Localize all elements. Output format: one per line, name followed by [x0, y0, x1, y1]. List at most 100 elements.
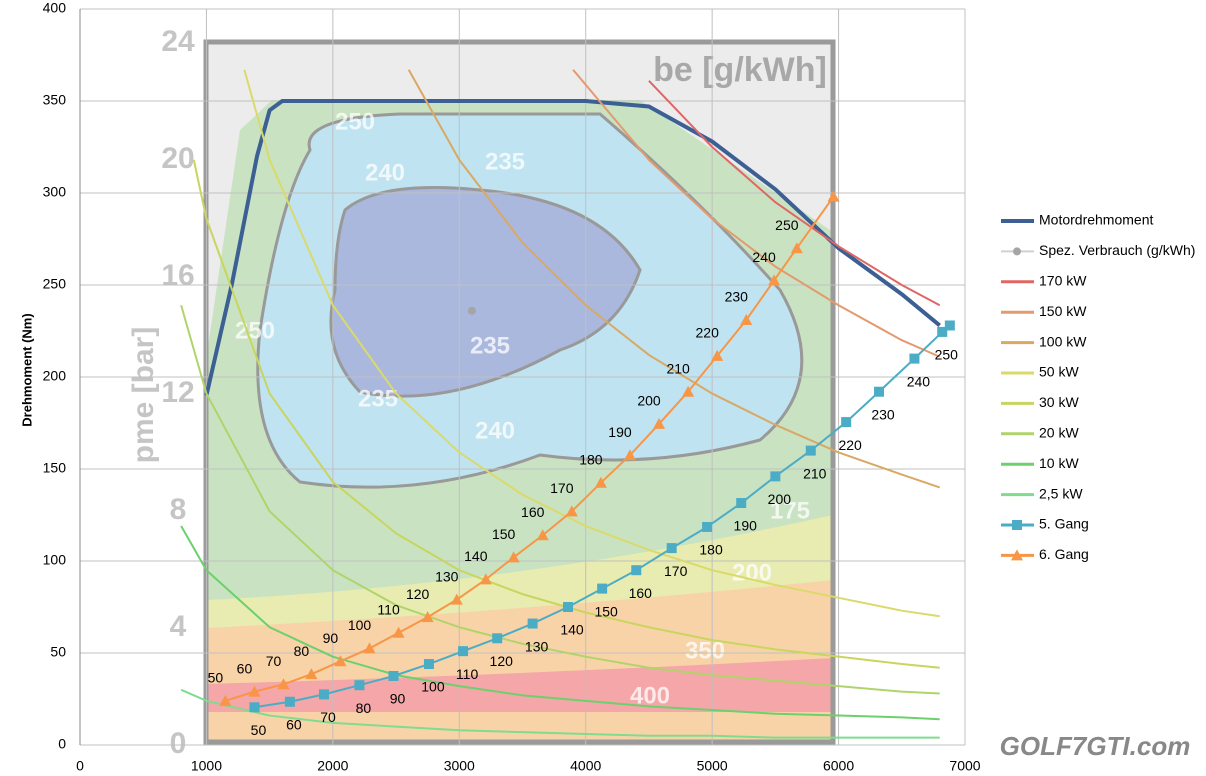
pme-tick-label: 4 [170, 610, 187, 643]
marker [284, 696, 295, 707]
marker [682, 385, 695, 397]
series-line [180, 304, 940, 695]
marker [937, 326, 948, 337]
x-tick-label: 5000 [697, 758, 728, 774]
marker [594, 476, 607, 488]
contour-label: 240 [475, 417, 515, 444]
y-tick-label: 0 [58, 736, 66, 752]
point-label: 80 [356, 700, 372, 716]
legend-label: 50 kW [1039, 364, 1079, 380]
legend-label: Motordrehmoment [1039, 212, 1153, 228]
point-label: 140 [464, 548, 488, 564]
point-label: 70 [266, 653, 282, 669]
marker [423, 659, 434, 670]
x-tick-label: 2000 [317, 758, 348, 774]
point-label: 180 [699, 542, 723, 558]
legend-label: 170 kW [1039, 273, 1087, 289]
series-line [572, 69, 941, 358]
point-label: 220 [838, 437, 862, 453]
contour-label: 240 [365, 159, 405, 186]
y-tick-label: 300 [43, 184, 67, 200]
marker [492, 633, 503, 644]
legend-label: 20 kW [1039, 425, 1079, 441]
point-label: 200 [768, 491, 792, 507]
marker [944, 320, 955, 331]
marker [653, 417, 666, 429]
point-label: 150 [492, 526, 516, 542]
marker [597, 583, 608, 594]
marker [623, 449, 636, 461]
marker [527, 618, 538, 629]
point-label: 200 [637, 393, 661, 409]
marker [319, 689, 330, 700]
marker [536, 529, 549, 541]
point-label: 190 [608, 424, 632, 440]
legend-label: 10 kW [1039, 455, 1079, 471]
point-label: 190 [734, 518, 758, 534]
marker [874, 386, 885, 397]
y-axis-title: Drehmoment (Nm) [19, 313, 34, 426]
marker [666, 543, 677, 554]
y-tick-label: 400 [43, 0, 67, 16]
legend-label: 150 kW [1039, 303, 1087, 319]
marker [277, 678, 290, 690]
point-label: 50 [208, 670, 224, 686]
marker [841, 417, 852, 428]
point-label: 60 [286, 716, 302, 732]
point-label: 240 [752, 249, 776, 265]
marker [770, 471, 781, 482]
contour-label: 250 [335, 108, 375, 135]
marker [219, 694, 232, 706]
marker [805, 445, 816, 456]
marker [421, 611, 434, 623]
point-label: 160 [629, 585, 653, 601]
marker [909, 353, 920, 364]
point-label: 210 [666, 360, 690, 376]
contour-label: 250 [235, 317, 275, 344]
marker [305, 668, 318, 680]
marker [388, 671, 399, 681]
marker [565, 505, 578, 517]
map-title: be [g/kWh] [653, 51, 827, 89]
y-tick-label: 250 [43, 276, 67, 292]
series-line [180, 688, 940, 739]
pme-tick-label: 20 [161, 142, 194, 175]
marker [467, 306, 476, 315]
marker [392, 626, 405, 638]
marker [790, 242, 803, 254]
point-label: 180 [579, 452, 603, 468]
point-label: 80 [294, 643, 310, 659]
point-label: 120 [490, 653, 514, 669]
x-tick-label: 1000 [191, 758, 222, 774]
point-label: 60 [237, 660, 253, 676]
point-label: 150 [594, 603, 618, 619]
legend-label: 5. Gang [1039, 516, 1089, 532]
pme-tick-label: 0 [170, 727, 187, 760]
point-label: 70 [320, 709, 336, 725]
watermark: GOLF7GTI.com [1000, 731, 1191, 761]
marker [736, 498, 747, 509]
legend-label: Spez. Verbrauch (g/kWh) [1039, 242, 1195, 258]
x-tick-label: 6000 [823, 758, 854, 774]
series-line [180, 525, 940, 721]
point-label: 120 [406, 586, 430, 602]
series-line [407, 69, 941, 489]
point-label: 130 [525, 638, 549, 654]
point-label: 50 [251, 722, 267, 738]
contour-label: 235 [358, 385, 398, 412]
point-label: 250 [935, 347, 959, 363]
map-axis-label: pme [bar] [127, 327, 160, 464]
point-label: 210 [803, 465, 827, 481]
x-tick-label: 7000 [949, 758, 980, 774]
series-line [204, 99, 941, 396]
point-label: 110 [377, 601, 400, 617]
series-line [225, 196, 835, 702]
marker [768, 274, 781, 286]
marker [458, 646, 469, 657]
marker [711, 349, 724, 361]
marker [334, 655, 347, 667]
y-tick-label: 350 [43, 92, 67, 108]
contour-label: 235 [485, 148, 525, 175]
y-tick-label: 200 [43, 368, 67, 384]
legend-label: 100 kW [1039, 333, 1087, 349]
